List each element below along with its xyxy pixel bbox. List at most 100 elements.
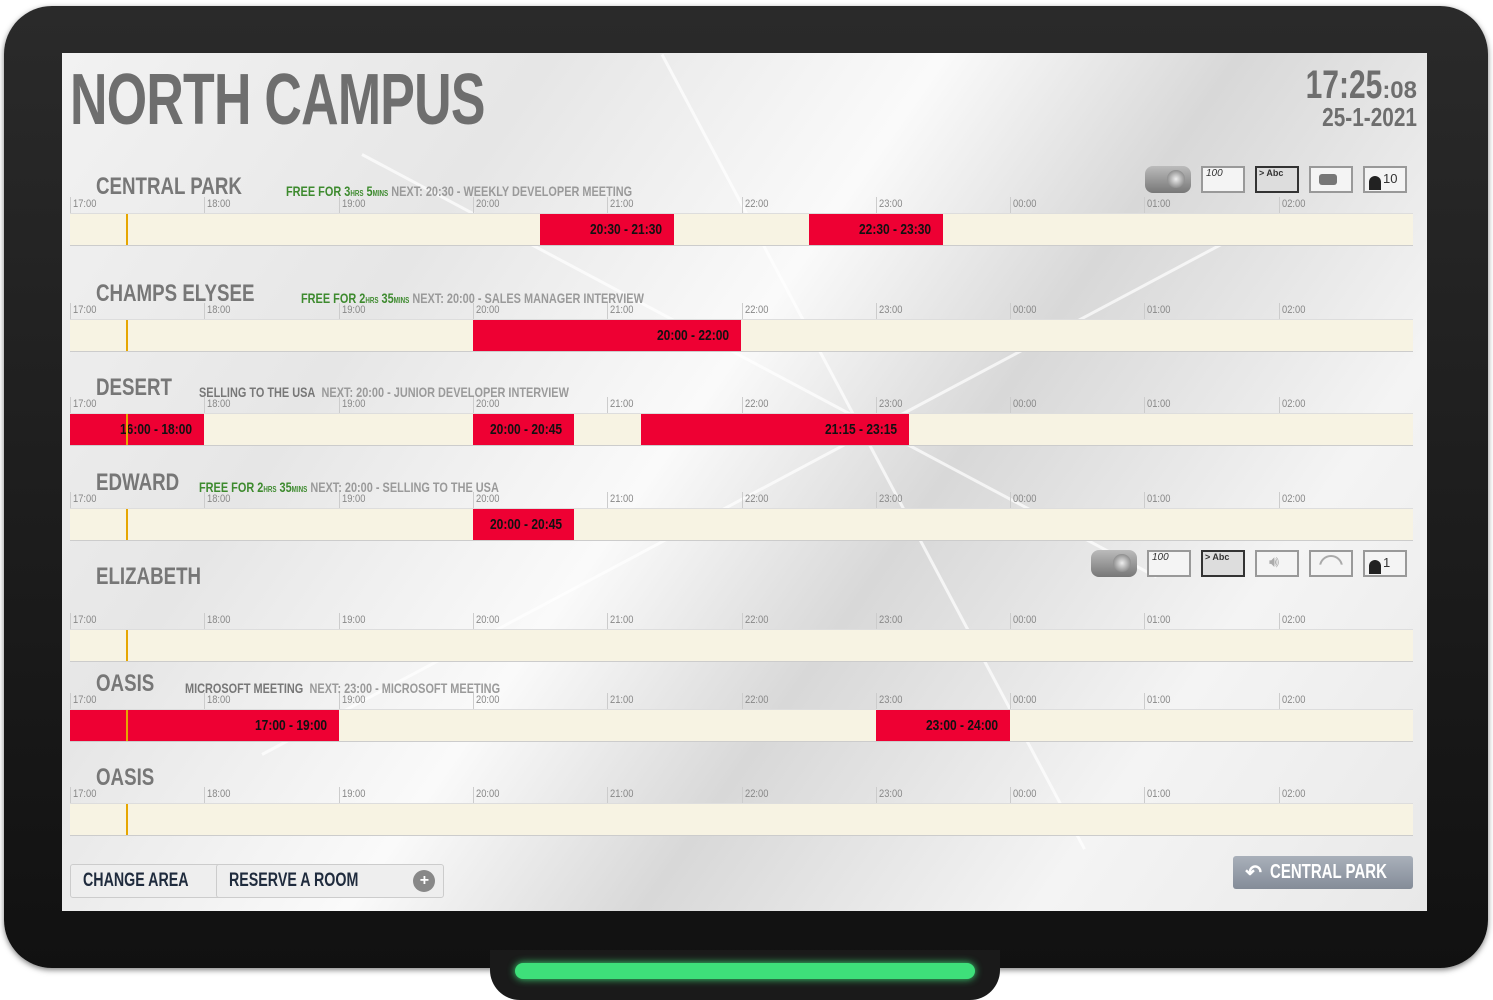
room-status: FREE FOR 3HRS 5MINS NEXT: 20:30 - WEEKLY…	[286, 183, 632, 199]
hour-label: 21:00	[610, 614, 634, 626]
hour-tick	[1144, 303, 1146, 319]
hour-label: 18:00	[207, 398, 231, 410]
hour-tick	[204, 397, 206, 413]
room-timeline[interactable]: 20:00 - 20:45	[70, 508, 1413, 541]
wifi-icon	[1309, 550, 1353, 577]
room-status: FREE FOR 2HRS 35MINS NEXT: 20:00 - SALES…	[301, 290, 644, 306]
projector-icon	[1145, 166, 1191, 193]
current-time-marker	[125, 320, 128, 351]
hour-tick	[1144, 693, 1146, 709]
clock-seconds: :08	[1382, 77, 1417, 104]
hour-tick	[1010, 787, 1012, 803]
room-name: DESERT	[96, 374, 172, 401]
plus-icon: +	[413, 870, 436, 892]
booking-block[interactable]: 16:00 - 18:00	[70, 414, 205, 445]
hour-label: 21:00	[610, 304, 634, 316]
hour-tick	[204, 693, 206, 709]
hour-tick	[1278, 397, 1280, 413]
hour-label: 20:00	[475, 788, 500, 800]
hour-label: 01:00	[1147, 398, 1171, 410]
reserve-room-button[interactable]: RESERVE A ROOM +	[216, 864, 445, 898]
hour-tick	[1010, 397, 1012, 413]
room-row[interactable]: CHAMPS ELYSEE FREE FOR 2HRS 35MINS NEXT: …	[70, 280, 1413, 380]
hour-label: 17:00	[73, 788, 97, 800]
hour-label: 01:00	[1147, 614, 1171, 626]
projector-icon	[1091, 550, 1137, 577]
hour-tick	[1278, 492, 1280, 508]
hour-tick	[1144, 613, 1146, 629]
hour-label: 23:00	[878, 493, 903, 505]
screen: NORTH CAMPUS 17:25:08 25-1-2021 CENTRAL …	[62, 53, 1427, 911]
hour-label: 02:00	[1281, 398, 1306, 410]
clock-date: 25-1-2021	[1322, 102, 1417, 132]
hour-tick	[1278, 787, 1280, 803]
hour-tick	[70, 787, 71, 803]
booking-block[interactable]: 21:15 - 23:15	[640, 414, 910, 445]
room-row[interactable]: OASIS MICROSOFT MEETING NEXT: 23:00 - MICR…	[70, 670, 1413, 770]
booking-block[interactable]: 20:00 - 20:45	[472, 509, 574, 540]
hour-tick	[607, 492, 609, 508]
hour-tick	[472, 693, 474, 709]
speaker-icon: 🔊︎	[1255, 550, 1299, 577]
hour-label: 18:00	[207, 493, 231, 505]
booking-block[interactable]: 20:00 - 22:00	[472, 320, 742, 351]
hour-label: 23:00	[878, 304, 903, 316]
free-for-label: FREE FOR	[300, 290, 359, 306]
booking-block[interactable]: 17:00 - 19:00	[70, 710, 339, 741]
room-row[interactable]: ELIZABETH 100 > Abc 🔊︎ 1 17:00 18:00 19:00 20:00…	[70, 550, 1413, 663]
hour-label: 22:00	[744, 198, 768, 210]
hour-label: 23:00	[878, 788, 903, 800]
hour-label: 19:00	[341, 493, 365, 505]
hour-tick	[875, 492, 877, 508]
hrs-unit: HRS	[350, 189, 364, 198]
room-timeline[interactable]: 20:00 - 22:00	[70, 319, 1413, 352]
hour-label: 17:00	[73, 304, 97, 316]
free-minutes: 35	[381, 290, 394, 306]
hour-label: 17:00	[73, 614, 97, 626]
hour-tick	[607, 613, 609, 629]
whiteboard-size: 100	[1206, 168, 1223, 179]
hour-label: 23:00	[878, 198, 903, 210]
room-timeline[interactable]: 17:00 - 19:00 23:00 - 24:00	[70, 709, 1413, 742]
room-row[interactable]: EDWARD FREE FOR 2HRS 35MINS NEXT: 20:00 -…	[70, 469, 1413, 569]
hour-tick	[338, 492, 340, 508]
hour-tick	[1144, 397, 1146, 413]
room-name: ELIZABETH	[96, 563, 202, 590]
free-status: FREE FOR 2HRS 35MINS	[199, 479, 307, 495]
hour-tick	[204, 613, 206, 629]
booking-block[interactable]: 20:00 - 20:45	[472, 414, 574, 445]
whiteboard-icon: 100	[1201, 166, 1245, 193]
room-row[interactable]: DESERT SELLING TO THE USA NEXT: 20:00 - JU…	[70, 374, 1413, 474]
hour-tick	[70, 197, 71, 213]
booking-block[interactable]: 20:30 - 21:30	[540, 214, 675, 245]
room-timeline[interactable]: 20:30 - 21:30 22:30 - 23:30	[70, 213, 1413, 246]
free-minutes: 35	[279, 479, 292, 495]
booking-block[interactable]: 23:00 - 24:00	[875, 710, 1011, 741]
hour-label: 18:00	[207, 304, 231, 316]
hour-label: 00:00	[1013, 614, 1037, 626]
room-timeline[interactable]: 16:00 - 18:00 20:00 - 20:45 21:15 - 23:15	[70, 413, 1413, 446]
hour-tick	[472, 787, 474, 803]
hour-tick	[70, 492, 71, 508]
booking-block[interactable]: 22:30 - 23:30	[808, 214, 943, 245]
room-timeline[interactable]	[70, 803, 1413, 836]
hour-tick	[875, 303, 877, 319]
room-timeline[interactable]	[70, 629, 1413, 662]
room-row[interactable]: CENTRAL PARK FREE FOR 3HRS 5MINS NEXT: 20…	[70, 166, 1413, 273]
current-time-marker	[125, 214, 128, 245]
current-meeting: MICROSOFT MEETING	[184, 680, 303, 696]
hour-tick	[338, 613, 340, 629]
hour-tick	[1010, 613, 1012, 629]
screen-icon: > Abc	[1255, 166, 1299, 193]
hour-tick	[338, 397, 340, 413]
hour-tick	[741, 197, 743, 213]
mins-unit: MINS	[372, 189, 389, 198]
hour-tick	[70, 613, 71, 629]
room-status: FREE FOR 2HRS 35MINS NEXT: 20:00 - SELLI…	[199, 479, 499, 495]
back-to-room-button[interactable]: ↶ CENTRAL PARK	[1233, 856, 1413, 889]
hour-tick	[741, 303, 743, 319]
room-row[interactable]: OASIS 17:00 18:00 19:00 20:00 21:00 22:00 23:00…	[70, 764, 1413, 864]
booking-time: 20:00 - 20:45	[489, 516, 562, 533]
hour-label: 22:00	[744, 614, 768, 626]
hour-tick	[70, 693, 71, 709]
